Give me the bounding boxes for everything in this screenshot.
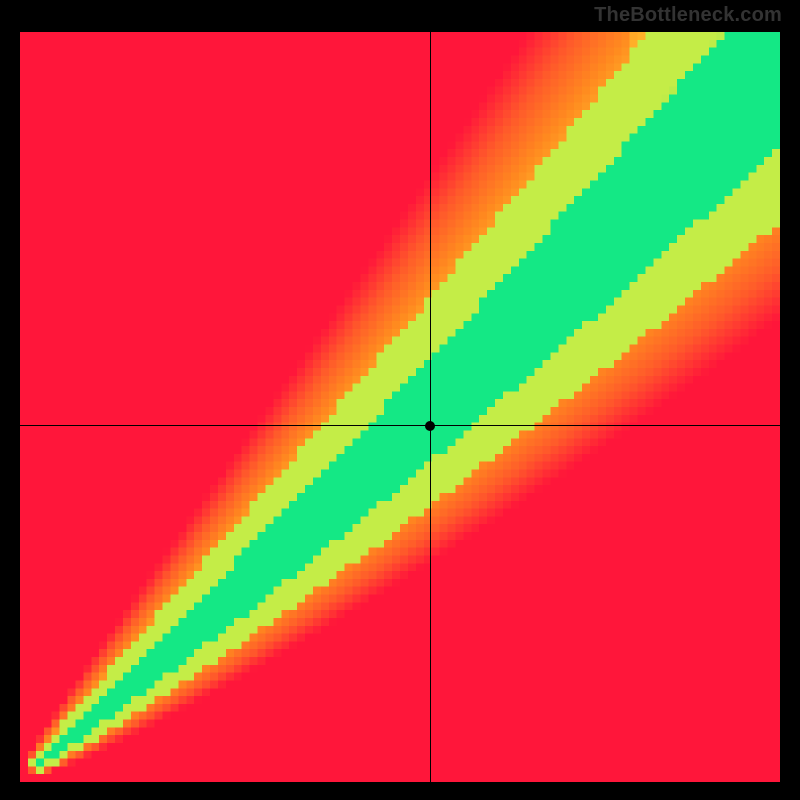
- attribution-label: TheBottleneck.com: [594, 4, 782, 27]
- chart-frame: TheBottleneck.com: [0, 0, 800, 800]
- plot-area: [20, 32, 780, 782]
- bottleneck-heatmap: [20, 32, 780, 782]
